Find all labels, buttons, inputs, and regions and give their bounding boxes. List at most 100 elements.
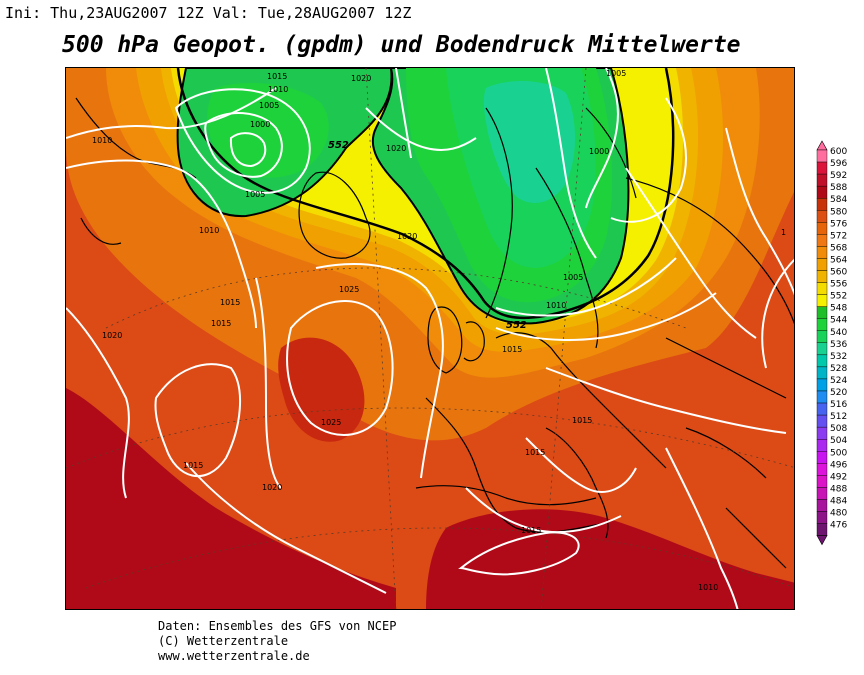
legend-bottom-arrow (816, 535, 828, 546)
legend-value-label: 592 (830, 171, 847, 181)
isobar-labels: 1015 1020 1005 1010 1005 1000 1005 1010 … (92, 69, 786, 592)
legend-value-label: 600 (830, 147, 847, 157)
isobar-label: 1005 (245, 190, 265, 199)
contour-588 (66, 388, 396, 609)
isobars (66, 68, 794, 609)
legend-swatch (816, 366, 828, 380)
legend-value-label: 508 (830, 424, 847, 434)
legend-value-label: 576 (830, 219, 847, 229)
legend-value-label: 544 (830, 316, 847, 326)
legend-value-label: 580 (830, 207, 847, 217)
legend-swatch (816, 487, 828, 500)
legend-value-label: 548 (830, 304, 847, 314)
legend-value-label: 512 (830, 412, 847, 422)
legend-swatch (816, 294, 828, 307)
credits-data-source: Daten: Ensembles des GFS von NCEP (158, 619, 397, 633)
isobar-label: 1025 (321, 418, 341, 427)
isobar-label: 1015 (521, 526, 541, 535)
legend-value-label: 596 (830, 159, 847, 169)
legend-value-label: 552 (830, 292, 847, 302)
isobar-label: 1015 (211, 319, 231, 328)
legend-top-arrow (816, 140, 828, 151)
contour-584-a (278, 337, 365, 442)
legend-value-label: 524 (830, 376, 847, 386)
credits-url[interactable]: www.wetterzentrale.de (158, 649, 310, 663)
legend-value-label: 484 (830, 496, 847, 506)
geopotential-labels: 552 552 (328, 140, 527, 331)
legend-swatch (816, 246, 828, 259)
legend-swatch (816, 475, 828, 488)
legend-value-label: 516 (830, 400, 847, 410)
isobar-label: 1010 (199, 226, 219, 235)
legend-swatch (816, 414, 828, 428)
isobar-label: 1005 (259, 101, 279, 110)
contour-536 (483, 81, 575, 203)
legend-value-label: 568 (830, 243, 847, 253)
run-info: Ini: Thu,23AUG2007 12Z Val: Tue,28AUG200… (5, 4, 412, 22)
credits: Daten: Ensembles des GFS von NCEP (C) We… (158, 619, 396, 664)
isobar-label: 1020 (351, 74, 371, 83)
legend-value-label: 556 (830, 280, 847, 290)
color-scale-legend: 600 596 592 588 584 580 576 572 568 564 560 556 552 5… (815, 140, 860, 546)
isobar-label: 1015 (502, 345, 522, 354)
contour-544-w (207, 83, 329, 178)
isobar-label: 1 (781, 228, 786, 237)
legend-swatch (816, 426, 828, 440)
legend-swatch (816, 149, 828, 163)
isobar-label: 1015 (220, 298, 240, 307)
legend-swatch (816, 234, 828, 247)
weather-map[interactable]: 1015 1020 1005 1010 1005 1000 1005 1010 … (65, 67, 795, 610)
legend-swatch (816, 511, 828, 524)
graticule (66, 68, 794, 609)
legend-swatch (816, 378, 828, 392)
contour-588-b (426, 509, 794, 609)
legend-swatch (816, 402, 828, 416)
legend-swatch (816, 523, 828, 536)
geopotential-label-552-a: 552 (328, 140, 349, 151)
legend-value-label: 536 (830, 340, 847, 350)
legend-value-label: 476 (830, 521, 847, 531)
legend-swatch (816, 198, 828, 211)
legend-swatch (816, 185, 828, 199)
legend-value-label: 588 (830, 183, 847, 193)
isobar-label: 1010 (92, 136, 112, 145)
isobar-label: 1025 (339, 285, 359, 294)
legend-svg: 600 596 592 588 584 580 576 572 568 564 560 556 552 5… (816, 140, 847, 546)
legend-swatch (816, 354, 828, 368)
legend-swatch (816, 306, 828, 319)
legend-value-label: 500 (830, 448, 847, 458)
legend-swatch (816, 258, 828, 271)
legend-value-label: 496 (830, 460, 847, 470)
legend-swatch (816, 318, 828, 331)
legend-swatch (816, 342, 828, 356)
legend-swatch (816, 222, 828, 235)
legend-swatch (816, 161, 828, 175)
legend-swatch (816, 451, 828, 464)
legend-swatch (816, 173, 828, 187)
isobar-label: 1005 (563, 273, 583, 282)
isobar-label: 1010 (698, 583, 718, 592)
credits-copyright: (C) Wetterzentrale (158, 634, 289, 648)
legend-value-label: 492 (830, 472, 847, 482)
legend-value-label: 532 (830, 352, 847, 362)
isobar-label: 1000 (589, 147, 609, 156)
legend-swatch (816, 210, 828, 223)
legend-value-label: 540 (830, 328, 847, 338)
legend-value-label: 572 (830, 231, 847, 241)
legend-value-label: 520 (830, 388, 847, 398)
isobar-label: 1020 (262, 483, 282, 492)
geopotential-label-552-b: 552 (506, 320, 527, 331)
legend-swatch (816, 330, 828, 344)
isobar-label: 1020 (397, 232, 417, 241)
isobar-label: 1015 (572, 416, 592, 425)
legend-swatch (816, 282, 828, 295)
legend-value-label: 560 (830, 268, 847, 278)
isobar-label: 1010 (268, 85, 288, 94)
isobar-label: 1000 (250, 120, 270, 129)
legend-swatch (816, 499, 828, 512)
isobar-label: 1020 (386, 144, 406, 153)
legend-swatch (816, 463, 828, 476)
isobar-label: 1015 (267, 72, 287, 81)
isobar-label: 1015 (183, 461, 203, 470)
legend-value-label: 564 (830, 255, 847, 265)
